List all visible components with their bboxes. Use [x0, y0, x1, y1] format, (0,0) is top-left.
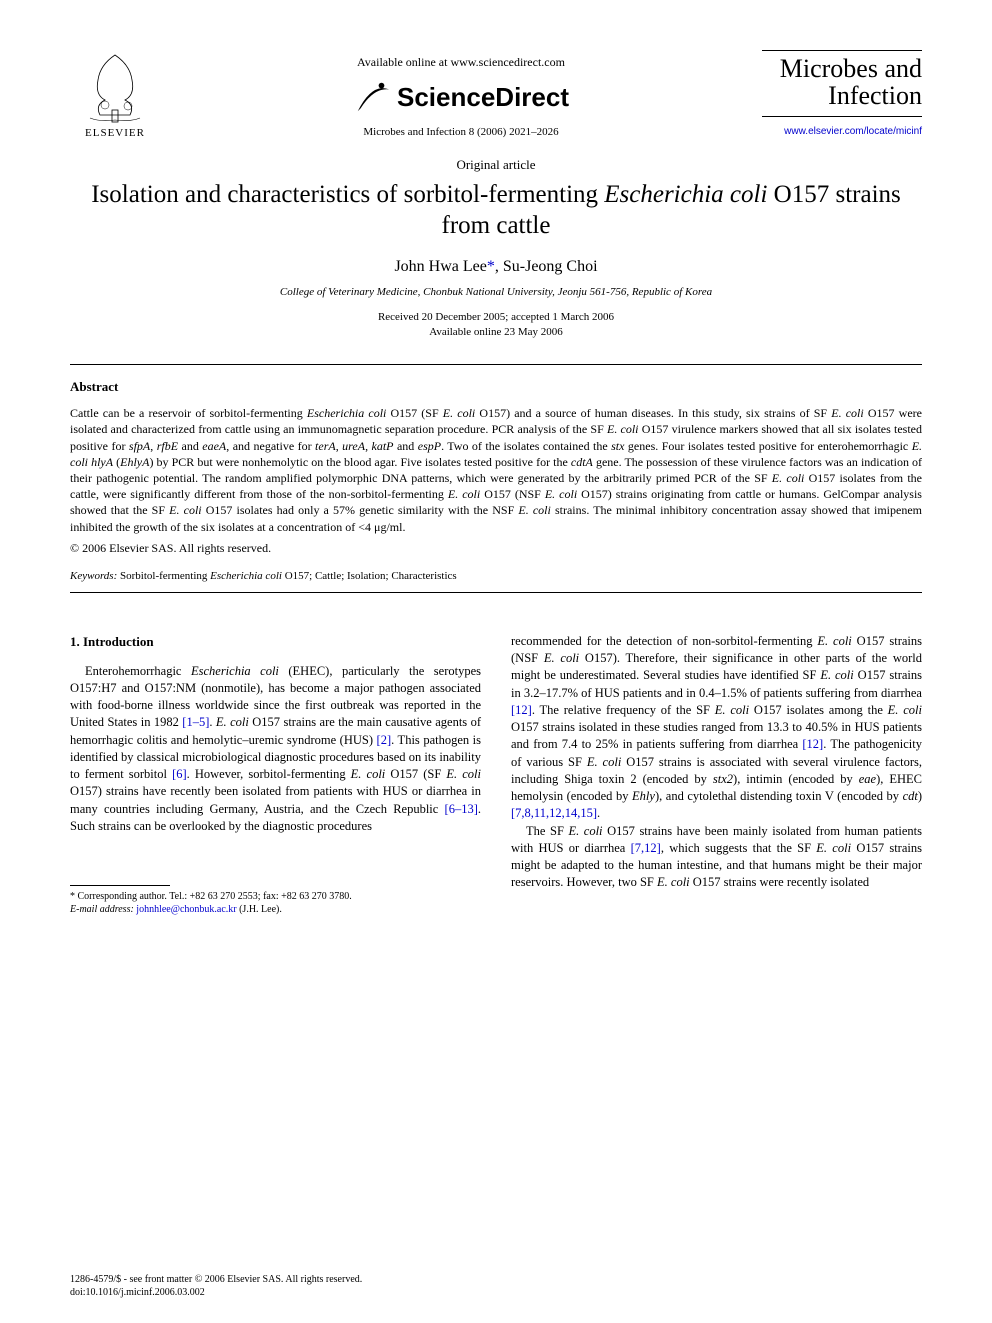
header-row: ELSEVIER Available online at www.science…: [70, 50, 922, 139]
ref-link-12a[interactable]: [12]: [511, 703, 532, 717]
corresponding-asterisk: *: [487, 258, 495, 275]
received-date: Received 20 December 2005; accepted 1 Ma…: [70, 310, 922, 325]
email-link[interactable]: johnhlee@chonbuk.ac.kr: [136, 904, 236, 915]
available-online-text: Available online at www.sciencedirect.co…: [160, 55, 762, 70]
corresponding-footnote: * Corresponding author. Tel.: +82 63 270…: [70, 890, 481, 916]
journal-name-line2: Infection: [762, 82, 922, 109]
abstract-rule-top: [70, 364, 922, 365]
sd-swoosh-icon: [353, 78, 391, 116]
journal-name-line1: Microbes and: [762, 55, 922, 82]
online-date: Available online 23 May 2006: [70, 325, 922, 340]
body-columns: 1. Introduction Enterohemorrhagic Escher…: [70, 633, 922, 916]
corr-author-line: * Corresponding author. Tel.: +82 63 270…: [70, 890, 481, 903]
keywords-label: Keywords:: [70, 570, 117, 582]
center-header: Available online at www.sciencedirect.co…: [160, 50, 762, 138]
page-footer: 1286-4579/$ - see front matter © 2006 El…: [70, 1273, 362, 1299]
ref-link-7-15[interactable]: [7,8,11,12,14,15]: [511, 806, 597, 820]
elsevier-logo-block: ELSEVIER: [70, 50, 160, 139]
abstract-copyright: © 2006 Elsevier SAS. All rights reserved…: [70, 541, 922, 556]
ref-link-1-5[interactable]: [1–5]: [182, 715, 209, 729]
author-1: John Hwa Lee: [394, 258, 486, 275]
column-left: 1. Introduction Enterohemorrhagic Escher…: [70, 633, 481, 916]
journal-title-box: Microbes and Infection www.elsevier.com/…: [762, 50, 922, 139]
author-2: Su-Jeong Choi: [503, 258, 598, 275]
intro-paragraph-1-cont: recommended for the detection of non-sor…: [511, 633, 922, 823]
ref-link-7-12[interactable]: [7,12]: [631, 841, 661, 855]
article-type: Original article: [70, 157, 922, 173]
abstract-heading: Abstract: [70, 379, 922, 395]
footnote-separator: [70, 885, 170, 886]
ref-link-6-13[interactable]: [6–13]: [445, 802, 478, 816]
footer-copyright: 1286-4579/$ - see front matter © 2006 El…: [70, 1273, 362, 1286]
affiliation: College of Veterinary Medicine, Chonbuk …: [70, 286, 922, 298]
intro-paragraph-1: Enterohemorrhagic Escherichia coli (EHEC…: [70, 663, 481, 836]
column-right: recommended for the detection of non-sor…: [511, 633, 922, 916]
keywords-line: Keywords: Sorbitol-fermenting Escherichi…: [70, 570, 922, 582]
elsevier-label: ELSEVIER: [85, 127, 145, 139]
intro-paragraph-2: The SF E. coli O157 strains have been ma…: [511, 823, 922, 892]
sciencedirect-text: ScienceDirect: [397, 82, 569, 113]
ref-link-6[interactable]: [6]: [172, 767, 187, 781]
elsevier-tree-icon: [80, 50, 150, 125]
email-line: E-mail address: johnhlee@chonbuk.ac.kr (…: [70, 903, 481, 916]
ref-link-2[interactable]: [2]: [377, 733, 392, 747]
ref-link-12b[interactable]: [12]: [802, 737, 823, 751]
sciencedirect-logo: ScienceDirect: [160, 78, 762, 116]
article-dates: Received 20 December 2005; accepted 1 Ma…: [70, 310, 922, 341]
section-1-heading: 1. Introduction: [70, 633, 481, 651]
article-title: Isolation and characteristics of sorbito…: [70, 179, 922, 242]
journal-link[interactable]: www.elsevier.com/locate/micinf: [784, 126, 922, 137]
authors: John Hwa Lee*, Su-Jeong Choi: [70, 258, 922, 276]
abstract-body: Cattle can be a reservoir of sorbitol-fe…: [70, 405, 922, 535]
journal-reference: Microbes and Infection 8 (2006) 2021–202…: [160, 126, 762, 138]
abstract-rule-bottom: [70, 592, 922, 593]
journal-underline: [762, 116, 922, 117]
footer-doi: doi:10.1016/j.micinf.2006.03.002: [70, 1286, 362, 1299]
